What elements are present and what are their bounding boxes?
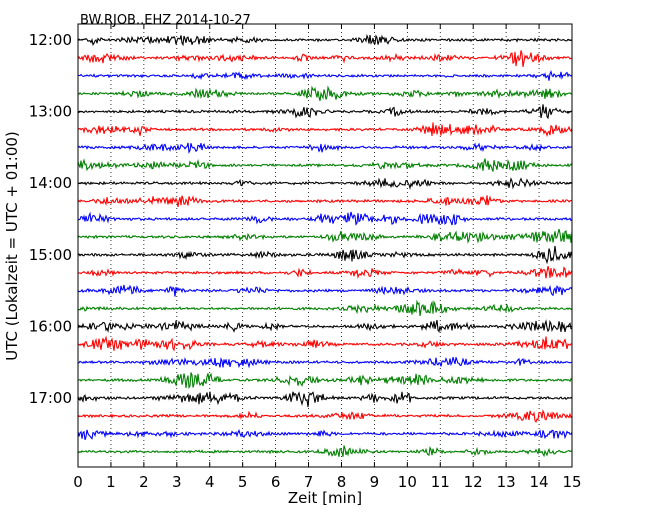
trace-row <box>77 33 573 47</box>
y-tick-label: 15:00 <box>29 246 72 264</box>
trace-row <box>77 319 573 334</box>
x-tick-label: 6 <box>271 473 281 491</box>
trace-row <box>77 391 573 408</box>
x-tick-label: 14 <box>530 473 549 491</box>
chart-title: BW.RJOB..EHZ 2014-10-27 <box>80 13 251 28</box>
y-tick-label: 16:00 <box>29 317 72 335</box>
x-tick-label: 0 <box>73 473 83 491</box>
x-tick-label: 2 <box>139 473 149 491</box>
y-tick-label: 13:00 <box>29 103 72 121</box>
x-tick-label: 8 <box>337 473 347 491</box>
trace-row <box>77 266 573 280</box>
trace-row <box>77 104 573 120</box>
vertical-grid <box>110 24 540 467</box>
x-tick-label: 7 <box>304 473 314 491</box>
seismogram-traces <box>77 33 573 458</box>
trace-row <box>77 229 573 244</box>
trace-row <box>77 50 573 68</box>
trace-row <box>77 177 573 191</box>
trace-row <box>77 428 573 440</box>
trace-row <box>77 211 573 226</box>
x-axis-ticks: 0 1 2 3 4 5 6 7 8 9 10 11 12 13 14 15 <box>73 24 582 491</box>
x-tick-label: 10 <box>398 473 417 491</box>
x-tick-label: 5 <box>238 473 248 491</box>
trace-row <box>77 372 573 390</box>
trace-row <box>77 335 573 352</box>
y-axis-ticks: 12:00 13:00 14:00 15:00 16:00 17:00 <box>29 31 572 407</box>
trace-row <box>77 85 573 102</box>
trace-row <box>77 357 573 369</box>
x-tick-label: 15 <box>562 473 581 491</box>
x-tick-label: 4 <box>205 473 215 491</box>
trace-row <box>77 195 573 207</box>
x-tick-label: 13 <box>497 473 516 491</box>
trace-row <box>77 299 573 317</box>
trace-row <box>77 142 573 154</box>
x-axis-label: Zeit [min] <box>288 489 362 507</box>
x-tick-label: 9 <box>370 473 380 491</box>
trace-row <box>77 445 573 458</box>
trace-row <box>77 122 573 138</box>
trace-row <box>77 69 573 81</box>
x-tick-label: 3 <box>172 473 182 491</box>
plot-frame <box>77 23 573 468</box>
x-tick-label: 12 <box>464 473 483 491</box>
x-tick-label: 11 <box>431 473 450 491</box>
x-tick-label: 1 <box>106 473 116 491</box>
trace-row <box>77 284 573 297</box>
trace-row <box>77 409 573 424</box>
trace-row <box>77 158 573 172</box>
y-tick-label: 17:00 <box>29 389 72 407</box>
trace-row <box>77 245 573 265</box>
y-tick-label: 12:00 <box>29 31 72 49</box>
y-axis-label: UTC (Lokalzeit = UTC + 01:00) <box>3 131 21 361</box>
y-tick-label: 14:00 <box>29 174 72 192</box>
